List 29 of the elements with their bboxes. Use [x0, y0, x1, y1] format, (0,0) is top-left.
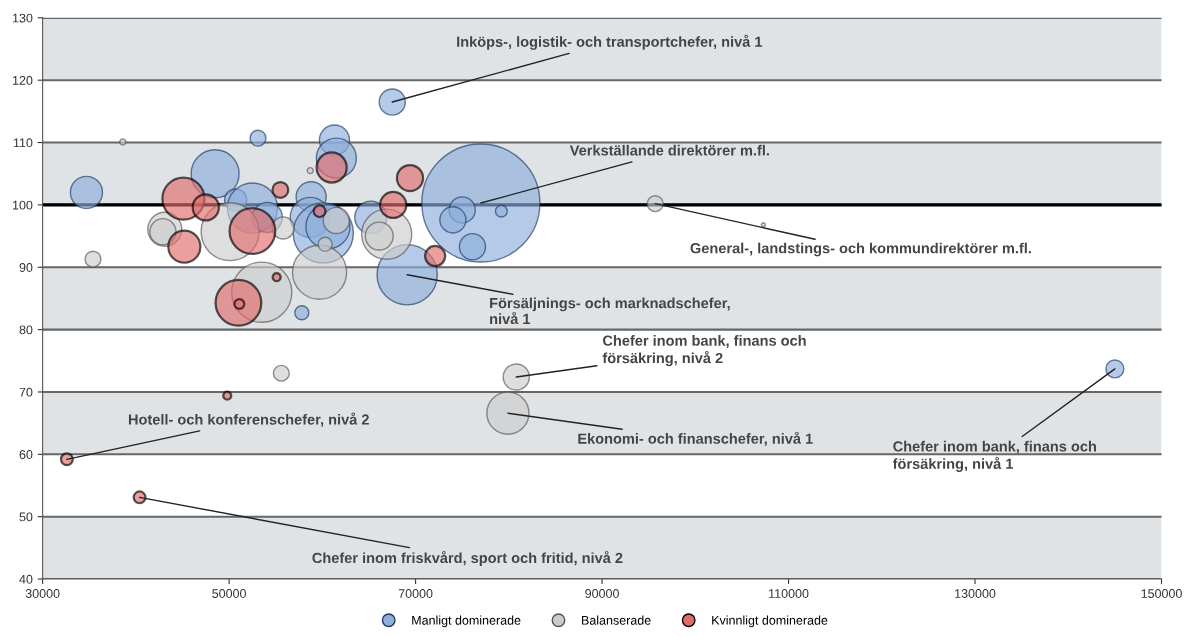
annotation: Chefer inom friskvård, sport och fritid, nivå 2: [312, 550, 623, 566]
y-tick-label: 130: [13, 13, 33, 23]
x-tick-label: 150000: [1141, 589, 1182, 598]
y-tick-label: 40: [19, 574, 33, 584]
annotation: Inköps-, logistik- och transportchefer, nivå 1: [457, 34, 763, 50]
y-tick-label: 120: [13, 75, 33, 85]
annotation: Ekonomi- och finanschefer, nivå 1: [578, 431, 813, 446]
y-tick-label: 100: [13, 200, 33, 210]
legend-label: Balanserade: [582, 615, 651, 625]
x-tick-label: 110000: [769, 589, 809, 598]
x-tick-label: 130000: [955, 589, 996, 598]
y-tick-label: 110: [13, 138, 33, 148]
annotation: Chefer inom bank, finans och försäkring, nivå 1: [892, 440, 1096, 472]
y-tick-label: 90: [19, 263, 33, 272]
x-tick-label: 70000: [398, 589, 433, 598]
x-tick-label: 30000: [25, 589, 60, 598]
x-tick-label: 90000: [585, 589, 619, 598]
y-tick-label: 80: [19, 325, 33, 335]
annotation: Hotell- och konferenschefer, nivå 2: [128, 412, 369, 427]
annotation: Försäljnings- och marknadschefer, nivå 1: [490, 297, 730, 325]
y-tick-label: 70: [19, 387, 33, 397]
y-tick-label: 60: [19, 450, 33, 459]
annotation: General-, landstings- och kommundirektörer m.fl.: [690, 242, 1031, 257]
x-tick-label: 50000: [212, 589, 246, 598]
annotation: Verkställande direktörer m.fl.: [569, 144, 769, 156]
y-tick-label: 50: [19, 512, 33, 522]
legend-label: Manligt dominerade: [412, 615, 521, 628]
annotation: Chefer inom bank, finans och försäkring, nivå 2: [602, 335, 806, 367]
legend-label: Kvinnligt dominerade: [712, 615, 828, 628]
